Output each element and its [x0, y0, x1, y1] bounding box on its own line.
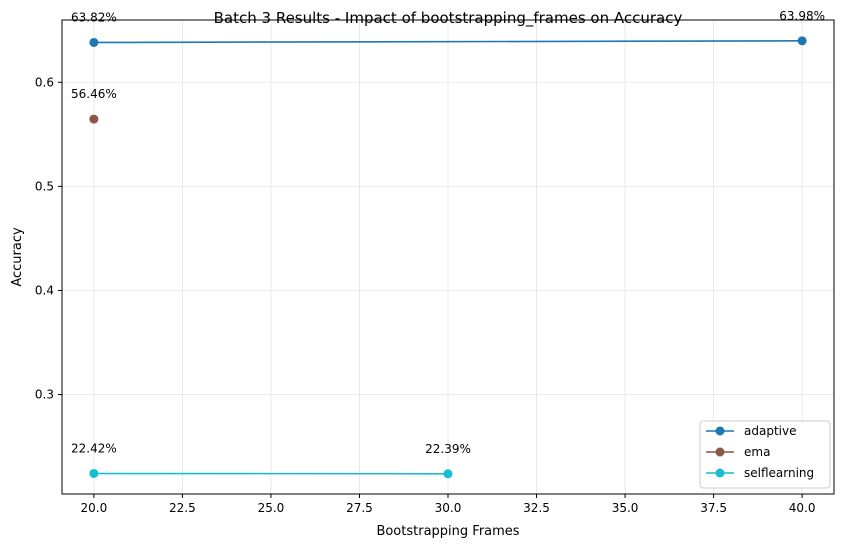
data-label-adaptive: 63.98%	[779, 9, 825, 23]
series-line-adaptive	[93, 40, 803, 44]
x-tick-label: 27.5	[346, 501, 373, 515]
legend-label-ema: ema	[744, 445, 770, 459]
legend-marker-adaptive	[715, 426, 725, 436]
legend-marker-ema	[715, 447, 725, 457]
y-tick-label: 0.3	[35, 388, 54, 402]
legend-box	[699, 420, 831, 489]
x-axis-label: Bootstrapping Frames	[376, 524, 519, 539]
y-tick-label: 0.4	[35, 283, 54, 297]
x-tick-label: 40.0	[789, 501, 816, 515]
x-tick-label: 30.0	[435, 501, 462, 515]
x-tick-label: 22.5	[169, 501, 196, 515]
data-label-selflearning: 22.42%	[71, 441, 117, 455]
data-point-selflearning	[89, 468, 99, 478]
y-tick-label: 0.6	[35, 75, 54, 89]
point-labels: 63.82% 63.98% 56.46% 22.42% 22.39%	[71, 9, 825, 456]
x-tick-label: 25.0	[258, 501, 285, 515]
grid	[62, 20, 834, 494]
data-point-adaptive	[89, 37, 99, 47]
x-tick-label: 20.0	[81, 501, 108, 515]
legend: adaptive ema selflearning	[699, 420, 831, 489]
data-label-adaptive: 63.82%	[71, 10, 117, 24]
x-tick-label: 35.0	[612, 501, 639, 515]
legend-marker-selflearning	[715, 468, 725, 478]
data-point-adaptive	[797, 36, 807, 46]
y-tick-label: 0.5	[35, 179, 54, 193]
data-label-ema: 56.46%	[71, 87, 117, 101]
series-group	[89, 36, 807, 479]
data-label-selflearning: 22.39%	[425, 442, 471, 456]
data-point-ema	[89, 114, 99, 124]
x-tick-label: 37.5	[700, 501, 727, 515]
legend-label-selflearning: selflearning	[744, 466, 814, 480]
axes: 20.0 22.5 25.0 27.5 30.0 32.5 35.0 37.5 40.0 0.3 0…	[35, 75, 816, 515]
y-axis-label: Accuracy	[10, 227, 25, 287]
x-tick-label: 32.5	[523, 501, 550, 515]
data-point-selflearning	[443, 469, 453, 479]
legend-label-adaptive: adaptive	[744, 424, 796, 438]
chart-title: Batch 3 Results - Impact of bootstrappin…	[214, 9, 683, 28]
